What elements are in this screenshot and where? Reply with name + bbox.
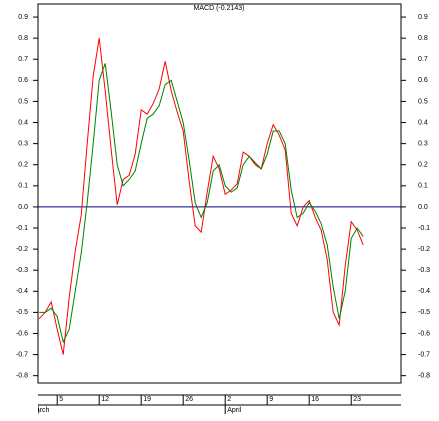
y-tick-label: 0.8 [18, 35, 28, 42]
y-tick-label: 0.5 [18, 98, 28, 105]
x-tick-label: 23 [353, 396, 361, 403]
plot-area [38, 38, 364, 355]
y-tick-label-right: 0.8 [418, 35, 428, 42]
y-tick-label-right: -0.5 [418, 309, 430, 316]
y-tick-label-right: 0.4 [418, 119, 428, 126]
x-tick-label: 12 [101, 396, 109, 403]
x-tick-label: 16 [311, 396, 319, 403]
month-label: April [227, 407, 241, 414]
y-tick-label: 0.1 [18, 183, 28, 190]
y-tick-label-right: 0.9 [418, 14, 428, 21]
y-tick-label-right: -0.1 [418, 225, 430, 232]
y-tick-label: 0.3 [18, 140, 28, 147]
x-tick-label: 2 [227, 396, 231, 403]
y-tick-label: 0.6 [18, 77, 28, 84]
month-label: March [30, 407, 50, 414]
series-line [38, 38, 364, 355]
y-tick-label: -0.1 [16, 225, 28, 232]
series-line [39, 63, 364, 344]
y-tick-label-right: -0.4 [418, 288, 430, 295]
x-tick-label: 9 [269, 396, 273, 403]
x-tick-label: 19 [143, 396, 151, 403]
y-tick-label: -0.3 [16, 267, 28, 274]
y-tick-label: 0.4 [18, 119, 28, 126]
y-tick-label: -0.7 [16, 351, 28, 358]
y-tick-label-right: -0.2 [418, 246, 430, 253]
plot-frame [37, 3, 402, 384]
y-tick-label: -0.2 [16, 246, 28, 253]
date-band: 5 12 19 26 2 9 16 23 March April [30, 395, 361, 414]
y-tick-label: 0.2 [18, 162, 28, 169]
x-tick-label: 26 [185, 396, 193, 403]
y-tick-label-right: -0.6 [418, 330, 430, 337]
y-tick-label-right: -0.8 [418, 373, 430, 380]
y-tick-label: -0.8 [16, 373, 28, 380]
y-tick-label: -0.6 [16, 330, 28, 337]
y-tick-label: 0.7 [18, 56, 28, 63]
y-tick-label-right: 0.7 [418, 56, 428, 63]
y-tick-label-right: 0.6 [418, 77, 428, 84]
y-tick-label-right: 0.5 [418, 98, 428, 105]
x-tick-label: 5 [59, 396, 63, 403]
chart-title: MACD (-0.2143) [194, 5, 245, 12]
y-tick-label: -0.4 [16, 288, 28, 295]
y-tick-label-right: 0.1 [418, 183, 428, 190]
y-tick-label-right: 0.0 [418, 204, 428, 211]
y-tick-label-right: -0.7 [418, 351, 430, 358]
y-tick-label: 0.0 [18, 204, 28, 211]
y-tick-label: 0.9 [18, 14, 28, 21]
y-tick-label-right: 0.2 [418, 162, 428, 169]
y-tick-label: -0.5 [16, 309, 28, 316]
y-tick-label-right: -0.3 [418, 267, 430, 274]
y-tick-label-right: 0.3 [418, 140, 428, 147]
